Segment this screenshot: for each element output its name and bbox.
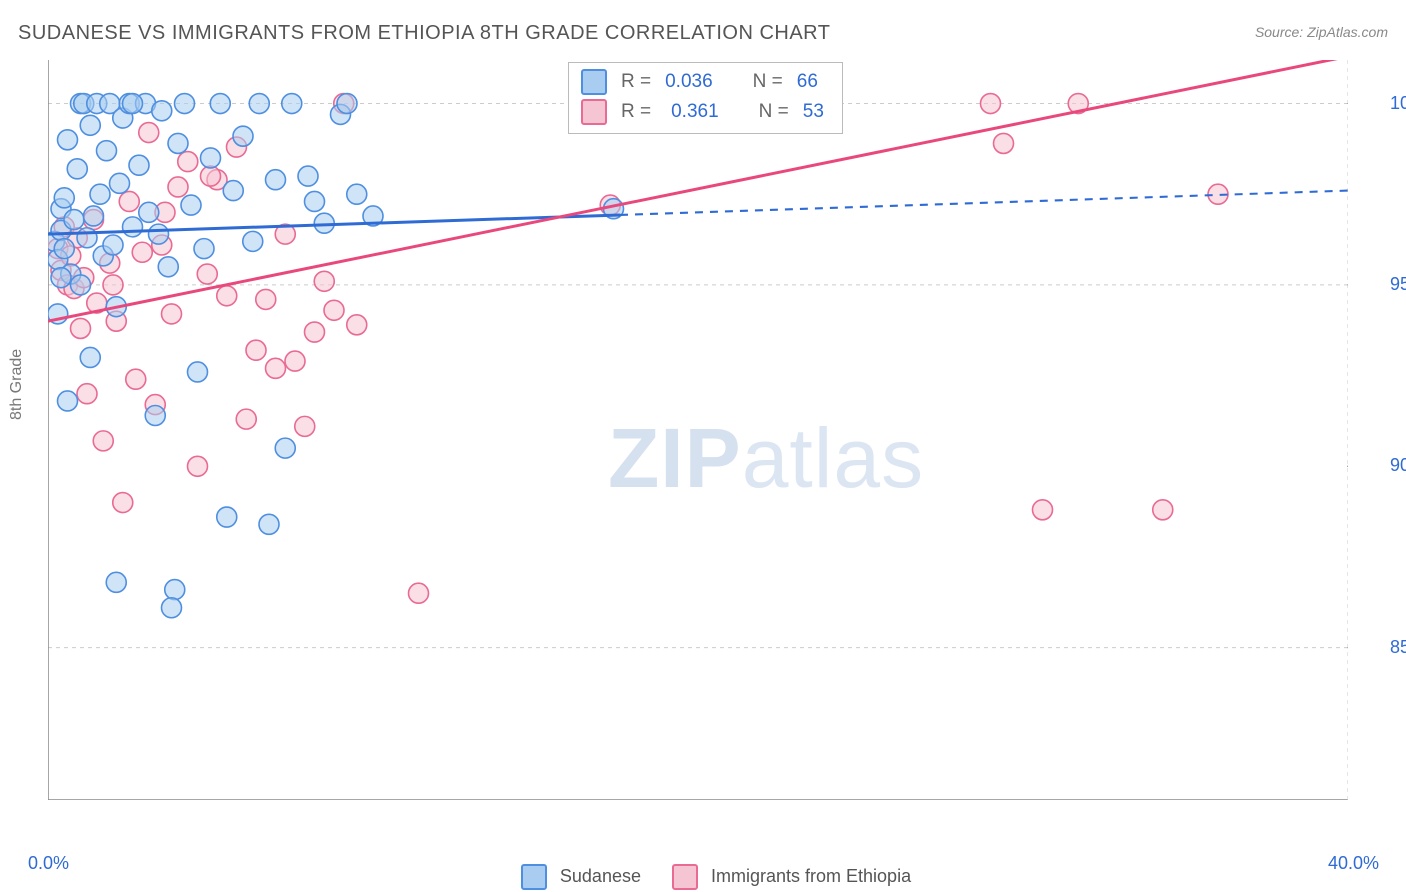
source-prefix: Source: <box>1255 24 1307 40</box>
legend-swatch-ethiopia-bottom <box>672 864 698 890</box>
y-tick-label: 90.0% <box>1390 455 1406 476</box>
legend-row-ethiopia: R = 0.361 N = 53 <box>581 97 824 127</box>
n-value-ethiopia: 53 <box>803 101 824 123</box>
series-legend: Sudanese Immigrants from Ethiopia <box>0 864 1406 890</box>
n-label: N = <box>753 71 783 93</box>
r-label: R = <box>621 101 651 123</box>
y-tick-label: 95.0% <box>1390 274 1406 295</box>
r-value-sudanese: 0.036 <box>665 71 713 93</box>
n-label: N = <box>759 101 789 123</box>
legend-label-ethiopia: Immigrants from Ethiopia <box>711 866 911 886</box>
r-label: R = <box>621 71 651 93</box>
y-axis-label: 8th Grade <box>8 349 26 420</box>
y-tick-label: 100.0% <box>1390 93 1406 114</box>
source-attribution: Source: ZipAtlas.com <box>1255 24 1388 40</box>
legend-swatch-sudanese <box>581 69 607 95</box>
legend-row-sudanese: R = 0.036 N = 66 <box>581 67 824 97</box>
legend-swatch-sudanese-bottom <box>521 864 547 890</box>
scatter-plot: ZIPatlas 85.0%90.0%95.0%100.0% 0.0%40.0%… <box>48 60 1388 840</box>
plot-svg <box>48 60 1348 800</box>
n-value-sudanese: 66 <box>797 71 818 93</box>
r-value-ethiopia: 0.361 <box>671 101 719 123</box>
chart-title: SUDANESE VS IMMIGRANTS FROM ETHIOPIA 8TH… <box>18 22 830 45</box>
legend-label-sudanese: Sudanese <box>560 866 641 886</box>
correlation-legend: R = 0.036 N = 66 R = 0.361 N = 53 <box>568 62 843 134</box>
y-tick-label: 85.0% <box>1390 637 1406 658</box>
legend-swatch-ethiopia <box>581 99 607 125</box>
source-link[interactable]: ZipAtlas.com <box>1307 24 1388 40</box>
